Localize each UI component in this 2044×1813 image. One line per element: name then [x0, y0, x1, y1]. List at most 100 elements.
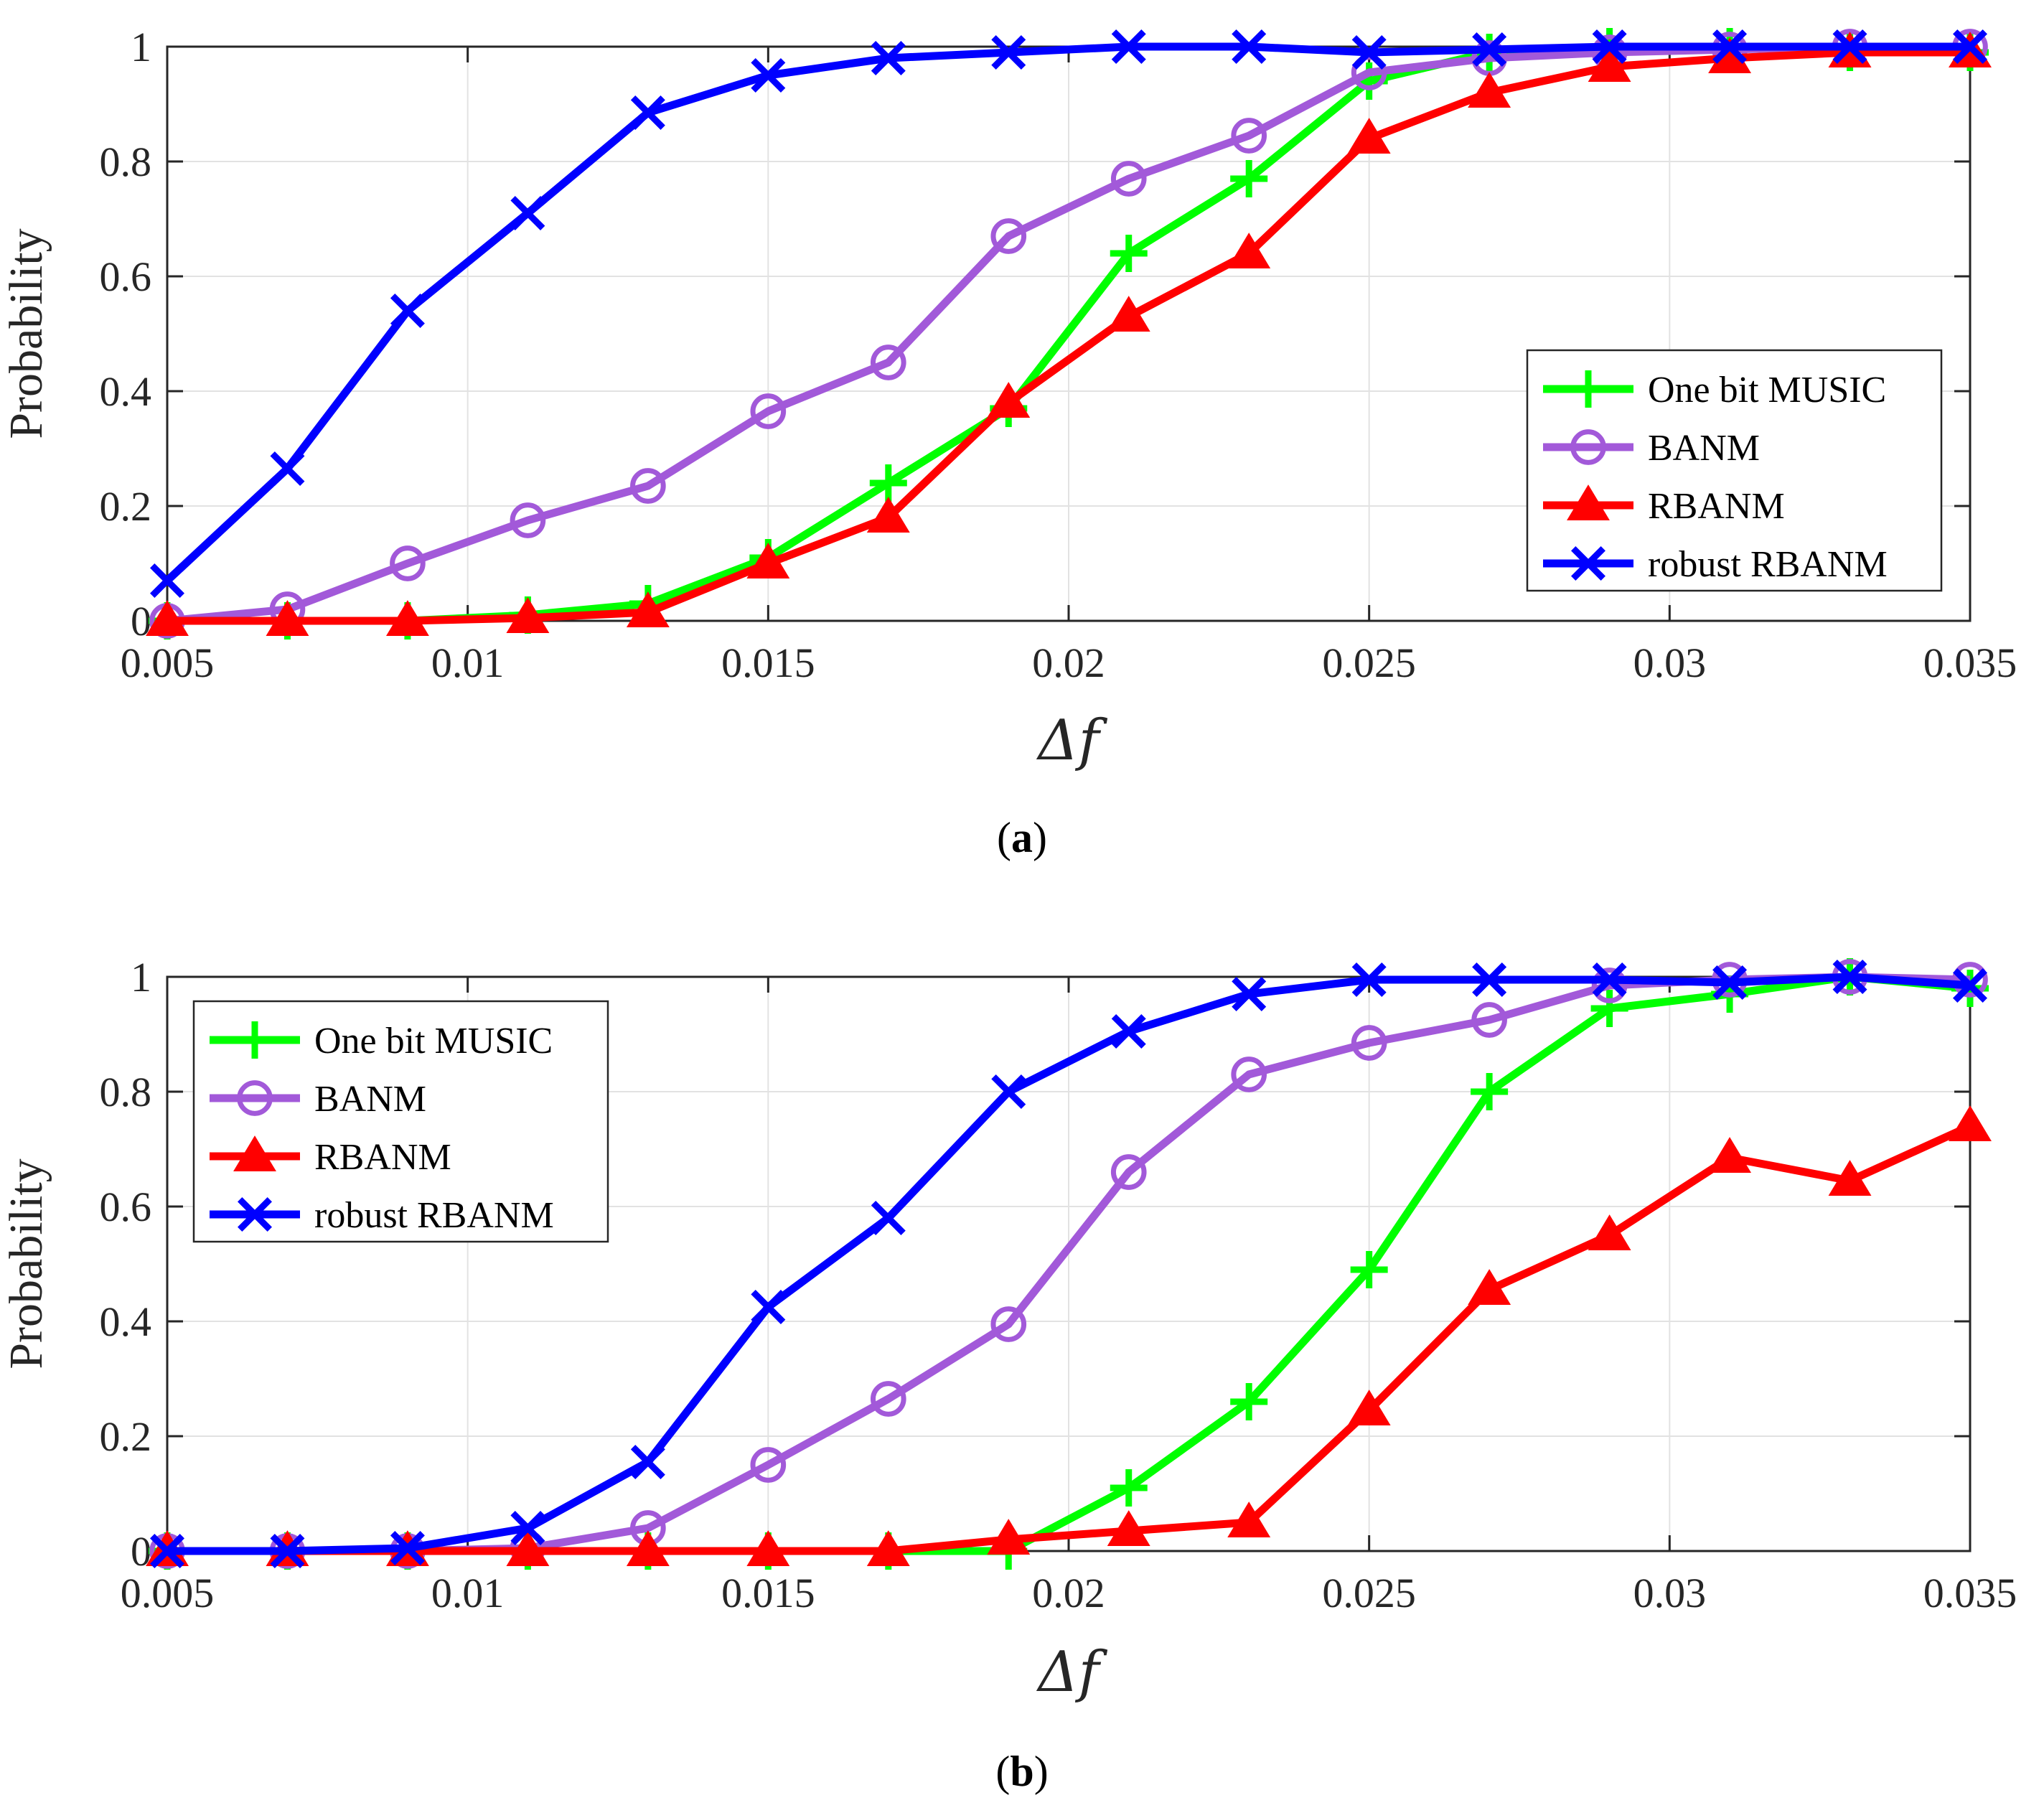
panel-caption: (a)	[997, 814, 1047, 861]
y-tick-label: 0.2	[100, 483, 152, 530]
y-tick-label: 0.2	[100, 1413, 152, 1460]
y-tick-label: 0	[131, 1528, 151, 1575]
data-point	[1231, 1057, 1267, 1092]
data-point	[987, 1519, 1031, 1555]
x-tick-label: 0.03	[1633, 1570, 1707, 1616]
legend-marker	[237, 1080, 273, 1116]
x-tick-label: 0.01	[431, 640, 505, 686]
data-point	[746, 543, 790, 578]
caption-letter: b	[1010, 1748, 1033, 1795]
x-tick-label: 0.035	[1923, 1570, 2017, 1616]
legend-item: robust RBANM	[210, 1195, 554, 1236]
y-tick-label: 1	[131, 954, 151, 1001]
data-point	[146, 600, 189, 636]
y-axis-label: Probability	[0, 1158, 52, 1369]
data-point	[991, 1074, 1026, 1109]
series-rbanm	[146, 32, 1992, 636]
legend-item: BANM	[210, 1079, 426, 1120]
data-point	[990, 1306, 1027, 1342]
data-point	[1708, 1137, 1752, 1173]
series-line	[167, 48, 1970, 625]
caption-open: (	[995, 1748, 1010, 1795]
caption-open: (	[997, 814, 1011, 861]
data-point	[270, 451, 305, 486]
y-tick-label: 0.4	[100, 1298, 152, 1345]
series-layer	[146, 958, 1992, 1570]
data-point	[1111, 1014, 1146, 1049]
legend: One bit MUSIC BANM RBANM robust RBANM	[192, 1000, 609, 1243]
legend-item: One bit MUSIC	[210, 1021, 553, 1062]
data-point	[870, 345, 906, 380]
series-line	[167, 973, 1971, 1555]
data-point	[390, 545, 426, 581]
legend-marker	[1570, 429, 1606, 465]
series-robust-rbanm	[150, 960, 1987, 1568]
axis-ticks: 0.005 0.01 0.015 0.02 0.025 0.03 0.035 0 0.2 0.4 0…	[100, 24, 2017, 686]
data-point	[870, 1381, 906, 1417]
legend-item: One bit MUSIC	[1543, 370, 1886, 411]
data-point	[385, 600, 429, 636]
x-axis-label: Δf	[1036, 1640, 1107, 1705]
x-tick-label: 0.02	[1032, 1570, 1105, 1616]
data-point	[751, 1290, 786, 1324]
data-point	[1347, 118, 1391, 154]
data-point	[1472, 962, 1507, 997]
y-tick-label: 0	[131, 598, 151, 645]
data-point	[1110, 1154, 1147, 1190]
panel-caption: (b)	[995, 1748, 1048, 1795]
legend-item: BANM	[1543, 428, 1760, 469]
x-tick-label: 0.005	[121, 1570, 215, 1616]
data-point	[1350, 1251, 1388, 1288]
y-tick-label: 1	[131, 24, 151, 70]
series-robust-rbanm	[150, 29, 1987, 598]
data-point	[991, 35, 1026, 70]
data-point	[510, 1511, 545, 1545]
caption-close: )	[1034, 1748, 1049, 1795]
data-point	[1588, 46, 1631, 82]
data-point	[871, 1201, 906, 1235]
data-point	[1227, 233, 1271, 268]
data-point	[1351, 1025, 1387, 1061]
legend-label: BANM	[1648, 428, 1760, 469]
data-point	[1347, 1390, 1391, 1425]
data-point	[1471, 1073, 1509, 1110]
x-tick-label: 0.035	[1923, 640, 2017, 686]
x-tick-label: 0.005	[121, 640, 215, 686]
data-point	[987, 382, 1031, 418]
x-tick-label: 0.025	[1322, 1570, 1416, 1616]
data-point	[1953, 29, 1987, 64]
data-point	[1230, 160, 1268, 197]
data-point	[390, 294, 425, 328]
data-point	[750, 393, 787, 429]
axis-ticks: 0.005 0.01 0.015 0.02 0.025 0.03 0.035 0 0.2 0.4 0…	[100, 954, 2017, 1616]
x-tick-label: 0.025	[1322, 640, 1416, 686]
series-line	[167, 1122, 1972, 1555]
data-point	[630, 1445, 665, 1479]
legend-items: One bit MUSIC BANM RBANM robust RBANM	[1543, 370, 1888, 585]
data-point	[506, 597, 550, 633]
data-point	[510, 502, 546, 538]
series-line	[167, 42, 1970, 625]
data-point	[626, 591, 670, 627]
data-point	[510, 196, 545, 230]
data-point	[1712, 29, 1748, 64]
data-point	[1471, 1002, 1507, 1038]
legend-item: robust RBANM	[1543, 544, 1888, 585]
data-point	[1832, 29, 1867, 64]
data-point	[1232, 977, 1267, 1011]
data-point	[990, 218, 1027, 254]
series-layer	[146, 28, 1992, 640]
legend: One bit MUSIC BANM RBANM robust RBANM	[1526, 349, 1943, 592]
data-point	[751, 58, 786, 93]
legend-label: One bit MUSIC	[314, 1021, 553, 1062]
data-point	[1712, 965, 1748, 1000]
data-point	[1590, 990, 1628, 1027]
data-point	[866, 497, 910, 533]
data-point	[1588, 1214, 1631, 1250]
x-axis-label: Δf	[1036, 708, 1107, 773]
data-point	[1592, 962, 1627, 997]
legend-item: RBANM	[1543, 484, 1785, 527]
y-tick-label: 0.6	[100, 1184, 152, 1230]
legend-label: robust RBANM	[314, 1195, 554, 1236]
